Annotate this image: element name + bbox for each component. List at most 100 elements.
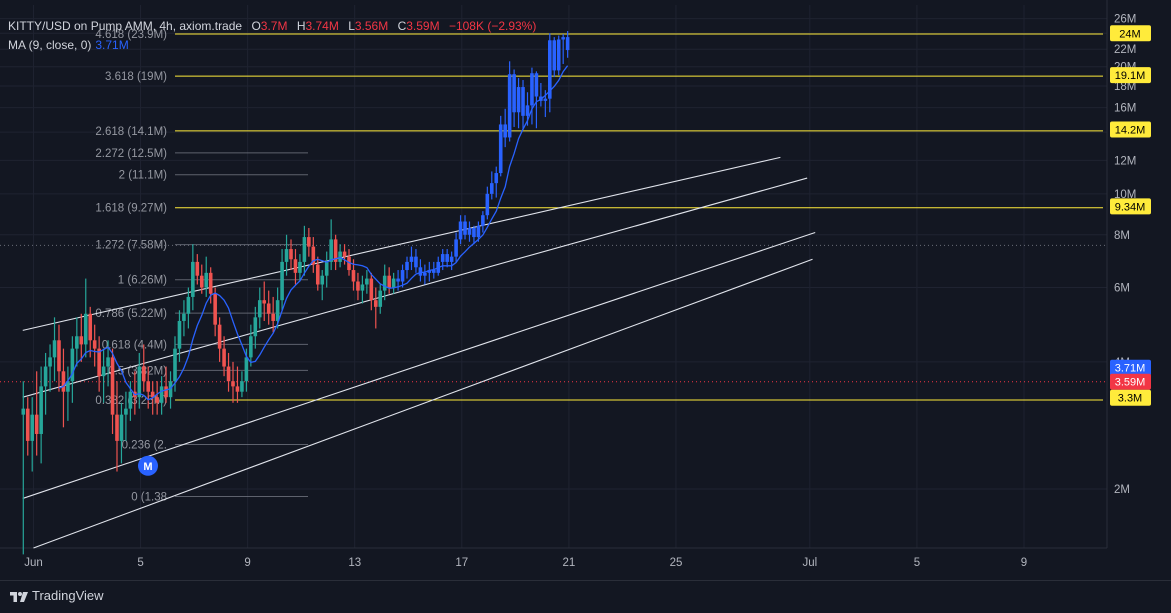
candle-body: [284, 249, 289, 262]
price-tag-background: [1110, 359, 1151, 376]
candle-body: [244, 357, 249, 382]
price-tag-label: 14.2M: [1115, 125, 1146, 137]
footer-bar: TradingView: [0, 580, 1171, 613]
candle-body: [195, 261, 200, 276]
candle-body: [414, 256, 418, 268]
candle-body: [52, 340, 57, 358]
candle-body: [191, 261, 195, 297]
candle-body: [70, 348, 75, 382]
candle-body: [503, 124, 507, 138]
candle-body: [115, 414, 119, 441]
fib-level-label: 0 (1.38: [131, 492, 167, 504]
price-tag-label: 3.59M: [1115, 377, 1146, 389]
candle-body: [467, 228, 472, 235]
candle-body: [199, 275, 204, 288]
candle-body: [320, 275, 325, 285]
candle-body: [333, 239, 338, 262]
candle-body: [382, 275, 387, 291]
candle-body: [155, 397, 159, 403]
candle-body: [83, 313, 88, 345]
price-tag-background: [1110, 373, 1151, 390]
symbol-title[interactable]: KITTY/USD on Pump AMM, 4h, axiom.trade: [8, 19, 243, 33]
close-value: 3.59M: [406, 19, 440, 33]
candle-body: [79, 336, 84, 345]
candle-body: [454, 239, 458, 257]
candle-body: [25, 408, 30, 441]
tradingview-logo[interactable]: TradingView: [10, 588, 104, 603]
high-value: 3.74M: [305, 19, 339, 33]
candle-body: [106, 357, 110, 367]
candle-body: [315, 264, 320, 285]
fib-level-label: 2.618 (14.1M): [95, 126, 167, 138]
candle-body: [257, 300, 262, 318]
candle-body: [360, 284, 365, 291]
candle-body: [275, 300, 280, 321]
candle-body: [547, 40, 552, 99]
low-label: L: [348, 19, 355, 33]
candle-body: [409, 256, 414, 262]
candle-body: [449, 256, 454, 262]
candle-body: [204, 272, 209, 288]
ohlc-row: KITTY/USD on Pump AMM, 4h, axiom.trade O…: [8, 17, 542, 36]
price-axis-label: 18M: [1114, 81, 1136, 93]
time-axis-label: 25: [670, 557, 683, 569]
candle-body: [485, 193, 490, 216]
candle-body: [61, 371, 66, 392]
price-tag-background: [1110, 121, 1151, 138]
fib-level-label: 1.272 (7.58M): [95, 240, 167, 252]
channel-trend-line: [22, 177, 808, 398]
candle-body: [119, 414, 124, 441]
tradingview-icon: [10, 591, 28, 602]
fib-level-label: 0.618 (4.4M): [102, 339, 167, 351]
chart-legend: KITTY/USD on Pump AMM, 4h, axiom.trade O…: [8, 17, 542, 55]
candle-body: [271, 313, 275, 321]
candle-body: [494, 173, 499, 184]
price-tag-background: [1110, 67, 1151, 84]
brand-name: TradingView: [32, 588, 104, 603]
event-marker-label: M: [143, 461, 152, 473]
candle-body: [231, 381, 235, 387]
price-axis-label: 6M: [1114, 283, 1130, 295]
candle-body: [110, 357, 115, 415]
high-label: H: [296, 19, 306, 33]
fib-level-label: 2.272 (12.5M): [95, 148, 167, 160]
open-label: O: [251, 19, 261, 33]
low-value: 3.56M: [354, 19, 389, 33]
price-tag-background: [1110, 198, 1151, 215]
candle-body: [249, 336, 253, 358]
ma-row[interactable]: MA (9, close, 0) 3.71M: [8, 36, 542, 55]
candle-body: [423, 272, 427, 276]
candle-body: [97, 348, 101, 377]
candle-body: [293, 259, 298, 273]
candle-body: [561, 37, 565, 40]
price-axis-label: 22M: [1114, 44, 1136, 56]
candle-body: [400, 270, 405, 282]
candle-body: [213, 293, 217, 325]
candle-body: [342, 251, 347, 257]
price-axis-label: 16M: [1114, 103, 1136, 115]
channel-trend-line: [33, 258, 813, 549]
candle-body: [262, 300, 267, 304]
time-axis-label: 13: [348, 557, 361, 569]
candle-body: [427, 270, 432, 273]
chart-background: [0, 0, 1171, 580]
candle-body: [173, 348, 177, 382]
candle-body: [565, 37, 570, 51]
candle-body: [217, 324, 222, 349]
candle-body: [92, 340, 97, 349]
candle-body: [101, 366, 106, 377]
time-axis-label: Jul: [802, 557, 817, 569]
candle-body: [208, 272, 213, 294]
candle-body: [235, 386, 240, 392]
price-chart[interactable]: 4.618 (23.9M) 3.618 (19M) 2.618 (14.1M) 2.2…: [0, 0, 1171, 580]
change-value: −108K (−2.93%): [448, 19, 537, 33]
candle-body: [266, 303, 271, 314]
price-tag-label: 19.1M: [1115, 70, 1146, 82]
candle-body: [226, 366, 231, 382]
candle-body: [75, 336, 79, 349]
candle-body: [280, 261, 284, 301]
price-axis-label: 2M: [1114, 484, 1130, 496]
candle-body: [43, 366, 48, 387]
candle-body: [347, 256, 351, 271]
moving-average-line: [58, 65, 569, 401]
